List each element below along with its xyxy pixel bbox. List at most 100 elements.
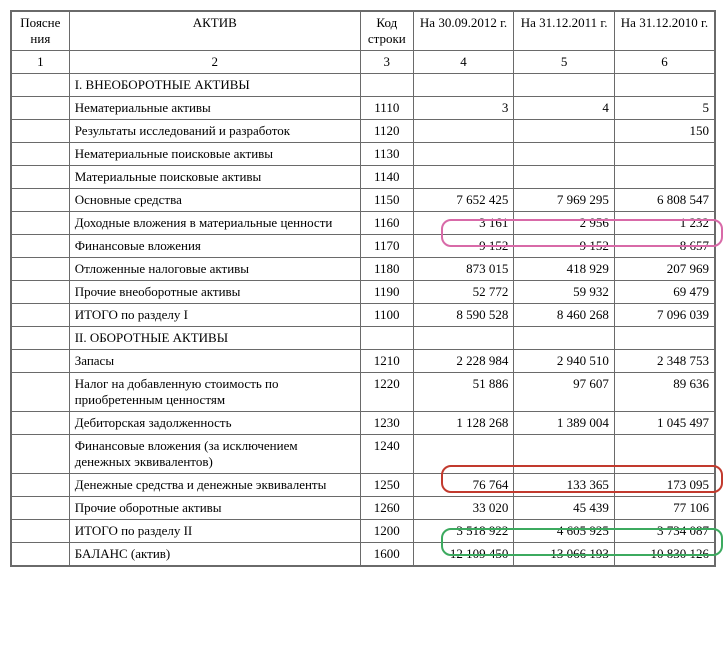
row-name: Запасы [69, 350, 360, 373]
row-name: Материальные поисковые активы [69, 166, 360, 189]
row-v2 [514, 166, 615, 189]
row-name: ИТОГО по разделу I [69, 304, 360, 327]
row-code: 1120 [360, 120, 413, 143]
row-name: Отложенные налоговые активы [69, 258, 360, 281]
row-name: БАЛАНС (актив) [69, 543, 360, 567]
row-v1 [413, 166, 514, 189]
section-2-row: II. ОБОРОТНЫЕ АКТИВЫ [11, 327, 715, 350]
row-v2: 4 605 925 [514, 520, 615, 543]
header-row: Поясне ния АКТИВ Код строки На 30.09.201… [11, 11, 715, 51]
row-name: Налог на добавленную стоимость по приобр… [69, 373, 360, 412]
row-name: Прочие внеоборотные активы [69, 281, 360, 304]
row-code: 1220 [360, 373, 413, 412]
table-row: Запасы 1210 2 228 984 2 940 510 2 348 75… [11, 350, 715, 373]
row-v1: 2 228 984 [413, 350, 514, 373]
row-code: 1210 [360, 350, 413, 373]
row-code: 1190 [360, 281, 413, 304]
row-name: Нематериальные поисковые активы [69, 143, 360, 166]
table-row: Денежные средства и денежные эквиваленты… [11, 474, 715, 497]
row-v2 [514, 435, 615, 474]
row-name: Дебиторская задолженность [69, 412, 360, 435]
row-v3: 7 096 039 [614, 304, 715, 327]
row-name: Доходные вложения в материальные ценност… [69, 212, 360, 235]
row-v1: 1 128 268 [413, 412, 514, 435]
row-name: Денежные средства и денежные эквиваленты [69, 474, 360, 497]
row-v3: 8 657 [614, 235, 715, 258]
row-name: Нематериальные активы [69, 97, 360, 120]
row-code: 1110 [360, 97, 413, 120]
row-code: 1250 [360, 474, 413, 497]
table-body: I. ВНЕОБОРОТНЫЕ АКТИВЫ Нематериальные ак… [11, 74, 715, 567]
section-2-title: II. ОБОРОТНЫЕ АКТИВЫ [69, 327, 360, 350]
row-v2: 8 460 268 [514, 304, 615, 327]
row-v2 [514, 120, 615, 143]
row-code: 1600 [360, 543, 413, 567]
numcol-6: 6 [614, 51, 715, 74]
row-v2: 133 365 [514, 474, 615, 497]
table-row: ИТОГО по разделу I 1100 8 590 528 8 460 … [11, 304, 715, 327]
row-v3: 1 045 497 [614, 412, 715, 435]
numcol-1: 1 [11, 51, 69, 74]
row-v2: 13 066 193 [514, 543, 615, 567]
table-row: Отложенные налоговые активы 1180 873 015… [11, 258, 715, 281]
row-v1 [413, 143, 514, 166]
row-code: 1130 [360, 143, 413, 166]
row-v1: 33 020 [413, 497, 514, 520]
numcol-3: 3 [360, 51, 413, 74]
table-row: Результаты исследований и разработок 112… [11, 120, 715, 143]
row-v3: 2 348 753 [614, 350, 715, 373]
row-code: 1140 [360, 166, 413, 189]
col-d3-header: На 31.12.2010 г. [614, 11, 715, 51]
row-v1 [413, 120, 514, 143]
row-v3: 6 808 547 [614, 189, 715, 212]
row-v1 [413, 435, 514, 474]
row-name: Результаты исследований и разработок [69, 120, 360, 143]
table-row: Материальные поисковые активы 1140 [11, 166, 715, 189]
numcol-2: 2 [69, 51, 360, 74]
row-v1: 3 161 [413, 212, 514, 235]
table-row: Налог на добавленную стоимость по приобр… [11, 373, 715, 412]
row-v3: 69 479 [614, 281, 715, 304]
row-v2 [514, 143, 615, 166]
row-code: 1230 [360, 412, 413, 435]
row-v3: 77 106 [614, 497, 715, 520]
row-v1: 52 772 [413, 281, 514, 304]
row-v1: 51 886 [413, 373, 514, 412]
row-v3 [614, 166, 715, 189]
table-row: ИТОГО по разделу II 1200 3 518 922 4 605… [11, 520, 715, 543]
number-row: 1 2 3 4 5 6 [11, 51, 715, 74]
row-v2: 4 [514, 97, 615, 120]
row-v2: 7 969 295 [514, 189, 615, 212]
numcol-4: 4 [413, 51, 514, 74]
row-v3: 5 [614, 97, 715, 120]
table-row: Нематериальные поисковые активы 1130 [11, 143, 715, 166]
row-code: 1180 [360, 258, 413, 281]
row-v2: 9 152 [514, 235, 615, 258]
row-code: 1170 [360, 235, 413, 258]
table-row: Основные средства 1150 7 652 425 7 969 2… [11, 189, 715, 212]
balance-table: Поясне ния АКТИВ Код строки На 30.09.201… [10, 10, 716, 567]
row-name: Финансовые вложения (за исключением дене… [69, 435, 360, 474]
row-v3: 10 830 126 [614, 543, 715, 567]
row-name: Прочие оборотные активы [69, 497, 360, 520]
row-v1: 76 764 [413, 474, 514, 497]
row-v3: 207 969 [614, 258, 715, 281]
table-row: Доходные вложения в материальные ценност… [11, 212, 715, 235]
row-v2: 2 956 [514, 212, 615, 235]
row-v2: 97 607 [514, 373, 615, 412]
row-v2: 418 929 [514, 258, 615, 281]
col-notes-header: Поясне ния [11, 11, 69, 51]
row-v1: 3 518 922 [413, 520, 514, 543]
row-v3: 173 095 [614, 474, 715, 497]
table-row: Финансовые вложения 1170 9 152 9 152 8 6… [11, 235, 715, 258]
col-asset-header: АКТИВ [69, 11, 360, 51]
row-code: 1100 [360, 304, 413, 327]
row-name: Финансовые вложения [69, 235, 360, 258]
row-v2: 2 940 510 [514, 350, 615, 373]
row-v3: 150 [614, 120, 715, 143]
col-code-header: Код строки [360, 11, 413, 51]
row-code: 1240 [360, 435, 413, 474]
numcol-5: 5 [514, 51, 615, 74]
row-v3 [614, 143, 715, 166]
row-name: ИТОГО по разделу II [69, 520, 360, 543]
